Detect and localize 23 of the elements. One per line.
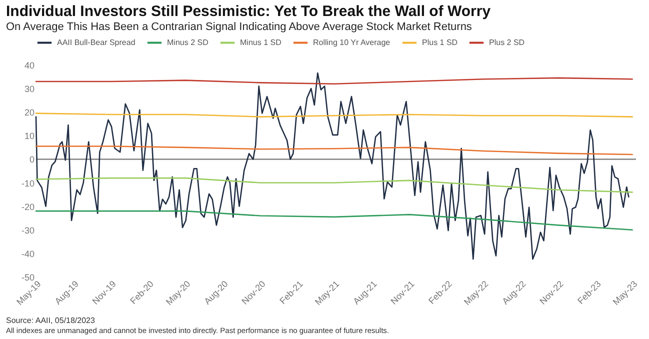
y-tick-label: 20: [24, 108, 34, 118]
y-tick-label: -10: [21, 178, 34, 188]
y-tick-label: 40: [24, 60, 34, 70]
y-tick-label: 10: [24, 131, 34, 142]
y-tick-label: 0: [29, 154, 34, 165]
y-tick-label: -40: [21, 248, 34, 259]
y-tick-label: -50: [21, 272, 34, 282]
source-note: Source: AAII, 05/18/2023: [6, 316, 96, 325]
line-series: [35, 146, 633, 156]
legend-label: Plus 2 SD: [489, 38, 525, 47]
chart-subtitle: On Average This Has Been a Contrarian Signal Indicating Above Average Stock Market Returns: [6, 21, 472, 33]
y-tick-label: 30: [24, 84, 34, 94]
line-series: [35, 210, 633, 231]
chart-title: Individual Investors Still Pessimistic: Yet To Break the Wall of Worry: [6, 3, 492, 20]
legend-label: Plus 1 SD: [422, 38, 458, 47]
line-series: [35, 177, 633, 193]
line-series: [35, 72, 630, 260]
legend-label: Minus 1 SD: [240, 38, 282, 47]
legend-label: Rolling 10 Yr Average: [313, 38, 391, 47]
legend-label: AAII Bull-Bear Spread: [57, 38, 136, 47]
legend-label: Minus 2 SD: [167, 38, 209, 47]
y-tick-label: -30: [21, 225, 34, 236]
y-tick-label: -20: [21, 202, 34, 212]
